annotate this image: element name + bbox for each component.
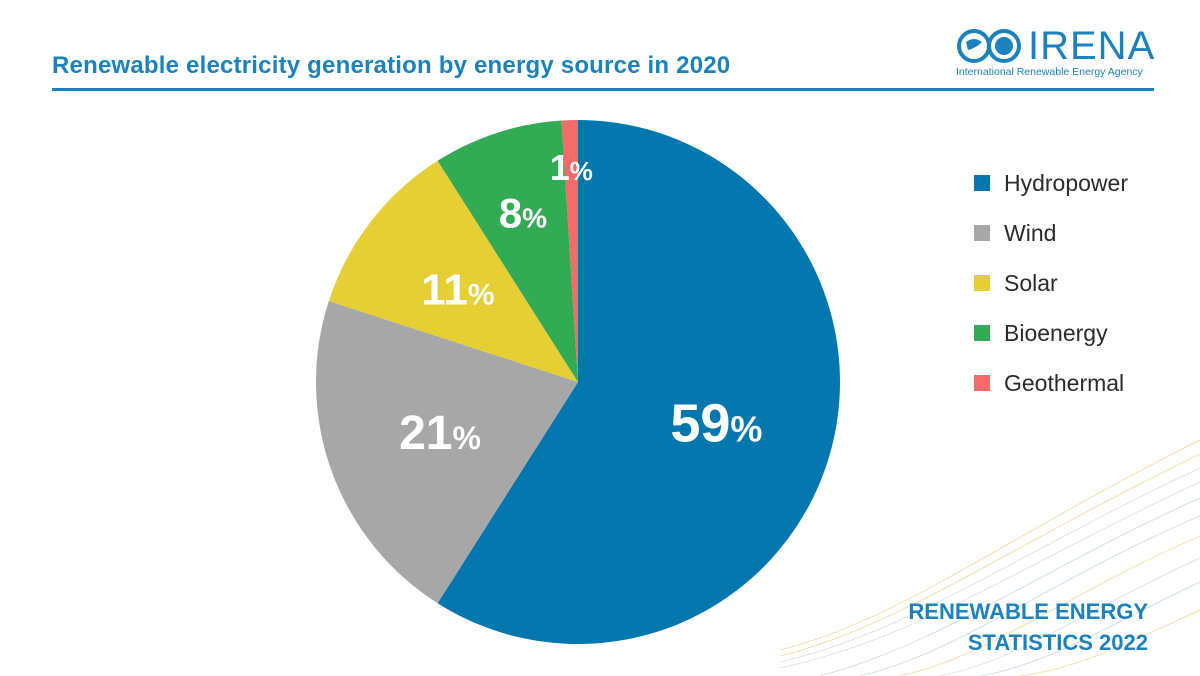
legend-item-wind: Wind [974,208,1128,258]
legend-label: Wind [1004,219,1057,246]
legend-label: Hydropower [1004,169,1128,196]
legend-item-solar: Solar [974,258,1128,308]
pie-slice-wind [315,301,578,604]
pie-slice-solar [328,160,578,382]
legend-label: Geothermal [1004,369,1125,396]
report-badge: RENEWABLE ENERGY STATISTICS 2022 [908,596,1148,658]
data-label-hydropower: 59% [670,394,762,454]
decorative-waves [780,439,1200,676]
pie-slice-geothermal [561,120,578,382]
legend-item-bioenergy: Bioenergy [974,308,1128,358]
irena-logo: IRENA International Renewable Energy Age… [952,22,1156,82]
pie-slice-hydropower [437,120,841,644]
pie-slice-bioenergy [437,120,578,383]
legend-swatch [974,325,990,341]
legend-item-hydropower: Hydropower [974,158,1128,208]
legend-swatch [974,375,990,391]
page-title: Renewable electricity generation by ener… [52,52,731,79]
data-label-geothermal: 1% [550,147,593,188]
logo-tagline: International Renewable Energy Agency [956,66,1143,78]
legend-label: Solar [1004,269,1058,296]
data-label-wind: 21% [399,407,481,460]
chart-legend: Hydropower Wind Solar Bioenergy Geotherm… [974,158,1128,408]
title-divider [52,88,1154,91]
data-label-bioenergy: 8% [499,190,547,237]
data-label-solar: 11% [421,266,494,315]
legend-item-geothermal: Geothermal [974,358,1128,408]
logo-wordmark: IRENA [1028,24,1156,68]
irena-globe-icon [957,29,1021,63]
legend-label: Bioenergy [1004,319,1108,346]
legend-swatch [974,175,990,191]
report-badge-line-1: RENEWABLE ENERGY [908,599,1148,624]
legend-swatch [974,225,990,241]
report-badge-line-2: STATISTICS 2022 [967,630,1148,655]
legend-swatch [974,275,990,291]
